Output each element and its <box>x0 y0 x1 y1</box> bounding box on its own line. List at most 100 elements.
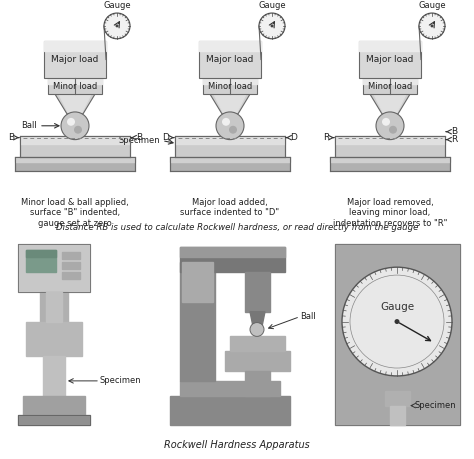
Text: B: B <box>451 127 457 136</box>
Polygon shape <box>370 94 410 114</box>
Text: Ball: Ball <box>21 121 37 130</box>
Text: Minor load & ball applied,
surface "B" indented,
gauge set at zero: Minor load & ball applied, surface "B" i… <box>21 198 129 228</box>
Text: Specimen: Specimen <box>118 136 160 145</box>
Circle shape <box>116 24 118 28</box>
FancyBboxPatch shape <box>20 136 130 157</box>
Text: B: B <box>136 133 142 142</box>
Polygon shape <box>363 78 417 84</box>
FancyBboxPatch shape <box>170 157 290 171</box>
Polygon shape <box>335 245 460 425</box>
Polygon shape <box>330 157 450 162</box>
Polygon shape <box>359 41 421 50</box>
FancyBboxPatch shape <box>359 41 421 78</box>
Polygon shape <box>374 94 406 114</box>
Polygon shape <box>59 94 91 114</box>
Polygon shape <box>230 336 285 351</box>
Polygon shape <box>335 136 445 144</box>
Polygon shape <box>48 78 102 84</box>
Text: Gauge: Gauge <box>103 1 131 10</box>
FancyBboxPatch shape <box>335 136 445 157</box>
Polygon shape <box>55 94 95 114</box>
Circle shape <box>67 118 75 126</box>
Text: Minor load: Minor load <box>368 82 412 91</box>
Text: Minor load: Minor load <box>53 82 97 91</box>
Circle shape <box>376 112 404 140</box>
Circle shape <box>216 112 244 140</box>
Circle shape <box>229 126 237 134</box>
FancyBboxPatch shape <box>15 157 135 171</box>
Circle shape <box>104 13 130 39</box>
Circle shape <box>342 267 452 376</box>
Polygon shape <box>385 391 410 406</box>
FancyBboxPatch shape <box>199 41 261 78</box>
FancyBboxPatch shape <box>44 41 106 78</box>
Text: Ball: Ball <box>300 312 316 321</box>
FancyBboxPatch shape <box>203 78 257 94</box>
Text: D: D <box>291 133 298 142</box>
Polygon shape <box>20 136 130 144</box>
Text: R: R <box>323 133 329 142</box>
Polygon shape <box>62 272 80 279</box>
Polygon shape <box>245 272 270 312</box>
Polygon shape <box>18 415 90 425</box>
Polygon shape <box>46 292 62 322</box>
Polygon shape <box>225 351 290 371</box>
Circle shape <box>259 13 285 39</box>
Circle shape <box>394 319 400 324</box>
Text: Distance RB is used to calculate Rockwell hardness, or read directly from the ga: Distance RB is used to calculate Rockwel… <box>56 223 418 232</box>
Polygon shape <box>210 94 250 114</box>
Circle shape <box>74 126 82 134</box>
Polygon shape <box>170 157 290 162</box>
Polygon shape <box>180 247 285 272</box>
Text: D: D <box>163 133 169 142</box>
Polygon shape <box>180 381 280 396</box>
Polygon shape <box>43 356 65 396</box>
Text: Major load: Major load <box>366 55 414 64</box>
Text: Major load added,
surface indented to "D": Major load added, surface indented to "D… <box>181 198 280 218</box>
Polygon shape <box>199 41 261 50</box>
Polygon shape <box>170 396 290 425</box>
Polygon shape <box>15 157 135 162</box>
Text: B: B <box>8 133 14 142</box>
Text: Specimen: Specimen <box>100 376 142 386</box>
Polygon shape <box>390 406 405 425</box>
Polygon shape <box>180 262 215 381</box>
Circle shape <box>389 126 397 134</box>
FancyBboxPatch shape <box>330 157 450 171</box>
Text: Rockwell Hardness Apparatus: Rockwell Hardness Apparatus <box>164 440 310 450</box>
Circle shape <box>61 112 89 140</box>
Polygon shape <box>214 94 246 114</box>
Polygon shape <box>26 322 82 356</box>
Text: Major load: Major load <box>51 55 99 64</box>
Text: Gauge: Gauge <box>258 1 286 10</box>
Polygon shape <box>26 250 56 257</box>
Polygon shape <box>250 312 265 326</box>
Polygon shape <box>175 136 285 144</box>
Text: Gauge: Gauge <box>418 1 446 10</box>
Polygon shape <box>18 245 90 292</box>
Text: Major load removed,
leaving minor load,
indentation recovers to "R": Major load removed, leaving minor load, … <box>333 198 447 228</box>
Polygon shape <box>180 247 285 257</box>
FancyBboxPatch shape <box>48 78 102 94</box>
Polygon shape <box>62 252 80 259</box>
Circle shape <box>222 118 230 126</box>
Circle shape <box>430 24 434 28</box>
FancyBboxPatch shape <box>363 78 417 94</box>
Polygon shape <box>23 396 85 415</box>
Polygon shape <box>203 78 257 84</box>
Polygon shape <box>62 262 80 269</box>
Text: R: R <box>451 135 457 144</box>
Polygon shape <box>245 371 270 396</box>
Polygon shape <box>40 292 68 322</box>
Polygon shape <box>44 41 106 50</box>
FancyBboxPatch shape <box>175 136 285 157</box>
Text: Minor load: Minor load <box>208 82 252 91</box>
Text: Gauge: Gauge <box>380 302 414 312</box>
Circle shape <box>382 118 390 126</box>
Circle shape <box>419 13 445 39</box>
Polygon shape <box>26 250 56 272</box>
Polygon shape <box>182 262 213 302</box>
Circle shape <box>271 24 273 28</box>
Text: Specimen: Specimen <box>415 401 456 410</box>
Text: Major load: Major load <box>206 55 254 64</box>
